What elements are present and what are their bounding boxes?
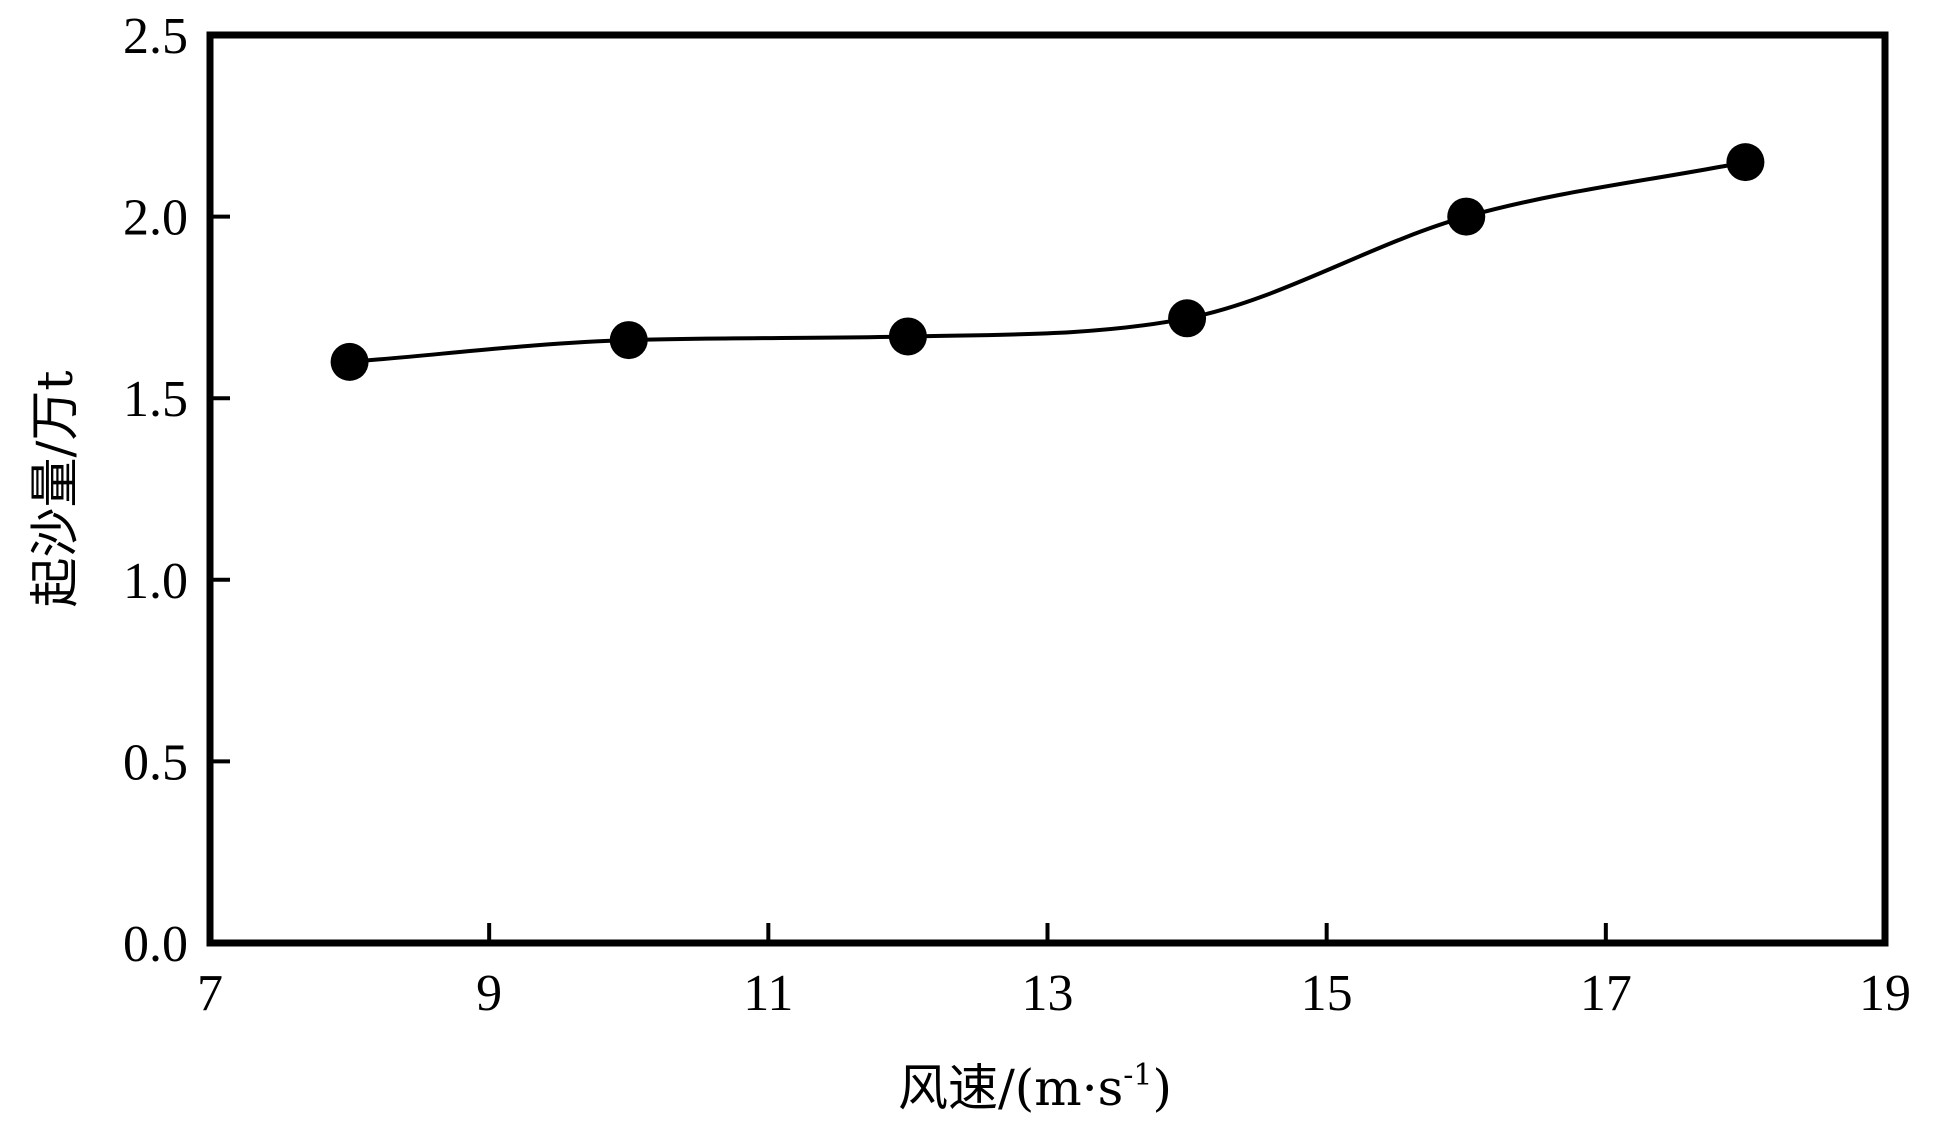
data-point xyxy=(1168,299,1207,338)
data-point xyxy=(888,317,927,356)
x-tick-label: 15 xyxy=(1301,965,1353,1022)
y-tick-label: 1.5 xyxy=(123,371,188,428)
y-axis-title: 起沙量/万t xyxy=(26,371,84,608)
x-tick-label: 17 xyxy=(1580,965,1632,1022)
series-line xyxy=(349,160,1746,364)
x-tick-label: 7 xyxy=(197,965,223,1022)
y-tick-label: 0.0 xyxy=(123,916,188,973)
y-tick-label: 2.0 xyxy=(123,190,188,247)
y-axis-ticks: 0.0 0.5 1.0 1.5 2.0 2.5 xyxy=(123,8,230,973)
y-tick-label: 0.5 xyxy=(123,734,188,791)
y-tick-label: 1.0 xyxy=(123,553,188,610)
x-tick-label: 13 xyxy=(1022,965,1074,1022)
data-point xyxy=(330,342,369,381)
x-tick-label: 19 xyxy=(1859,965,1911,1022)
data-markers xyxy=(330,143,1765,381)
data-point xyxy=(609,321,648,360)
plot-frame xyxy=(206,31,1889,947)
x-tick-label: 9 xyxy=(476,965,502,1022)
x-axis-title-main: 风速/(m·s xyxy=(898,1059,1123,1117)
x-axis-ticks: 7 9 11 13 15 17 19 xyxy=(197,923,1911,1022)
data-point xyxy=(1447,197,1486,236)
x-axis-title-close: ) xyxy=(1153,1059,1173,1117)
y-tick-label: 2.5 xyxy=(123,8,188,65)
x-axis-title-superscript: -1 xyxy=(1123,1058,1152,1093)
data-point xyxy=(1726,143,1765,182)
x-tick-label: 11 xyxy=(743,965,793,1022)
x-axis-title: 风速/(m·s-1) xyxy=(898,1058,1172,1117)
